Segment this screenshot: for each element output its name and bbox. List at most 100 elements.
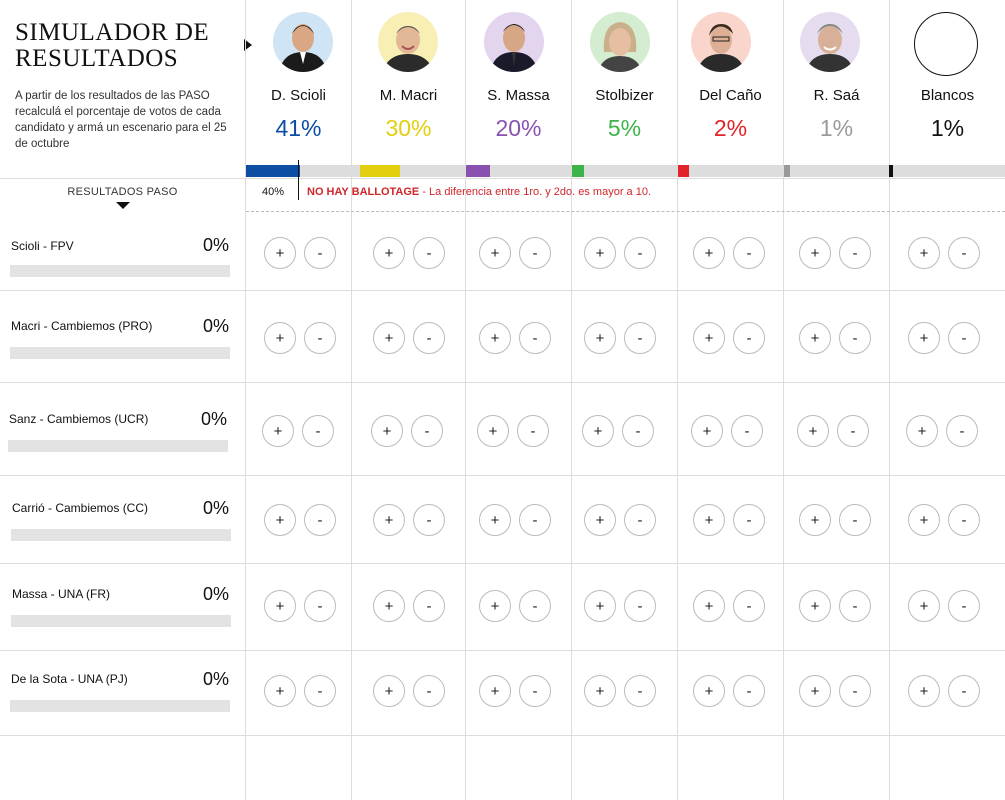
plus-button-delasota-scioli[interactable]: + <box>264 675 296 707</box>
plus-button-macri-delcano[interactable]: + <box>693 322 725 354</box>
plus-button-massa-blancos[interactable]: + <box>908 590 940 622</box>
plus-button-delasota-blancos[interactable]: + <box>908 675 940 707</box>
minus-button-macri-macri[interactable]: - <box>413 322 445 354</box>
minus-button-massa-saa[interactable]: - <box>839 590 871 622</box>
minus-button-carrio-blancos[interactable]: - <box>948 504 980 536</box>
plus-button-carrio-blancos[interactable]: + <box>908 504 940 536</box>
minus-button-massa-blancos[interactable]: - <box>948 590 980 622</box>
plus-button-macri-macri[interactable]: + <box>373 322 405 354</box>
minus-button-scioli-blancos[interactable]: - <box>948 237 980 269</box>
plus-button-scioli-saa[interactable]: + <box>799 237 831 269</box>
plus-button-sanz-stolbizer[interactable]: + <box>582 415 614 447</box>
plus-button-massa-macri[interactable]: + <box>373 590 405 622</box>
plus-button-macri-scioli[interactable]: + <box>264 322 296 354</box>
plus-button-scioli-macri[interactable]: + <box>373 237 405 269</box>
minus-button-massa-stolbizer[interactable]: - <box>624 590 656 622</box>
minus-button-carrio-macri[interactable]: - <box>413 504 445 536</box>
minus-button-macri-stolbizer[interactable]: - <box>624 322 656 354</box>
plus-button-carrio-macri[interactable]: + <box>373 504 405 536</box>
minus-button-massa-scioli[interactable]: - <box>304 590 336 622</box>
plus-button-carrio-massa[interactable]: + <box>479 504 511 536</box>
minus-button-sanz-blancos[interactable]: - <box>946 415 978 447</box>
plus-button-delasota-macri[interactable]: + <box>373 675 405 707</box>
minus-button-macri-saa[interactable]: - <box>839 322 871 354</box>
minus-button-carrio-saa[interactable]: - <box>839 504 871 536</box>
minus-button-carrio-scioli[interactable]: - <box>304 504 336 536</box>
plus-button-macri-saa[interactable]: + <box>799 322 831 354</box>
bar-segment-scioli <box>246 165 300 177</box>
plus-button-macri-stolbizer[interactable]: + <box>584 322 616 354</box>
plus-button-macri-massa[interactable]: + <box>479 322 511 354</box>
minus-button-massa-macri[interactable]: - <box>413 590 445 622</box>
minus-button-sanz-saa[interactable]: - <box>837 415 869 447</box>
minus-button-delasota-saa[interactable]: - <box>839 675 871 707</box>
minus-button-delasota-scioli[interactable]: - <box>304 675 336 707</box>
plus-button-scioli-blancos[interactable]: + <box>908 237 940 269</box>
minus-button-scioli-saa[interactable]: - <box>839 237 871 269</box>
plus-button-scioli-delcano[interactable]: + <box>693 237 725 269</box>
minus-button-scioli-delcano[interactable]: - <box>733 237 765 269</box>
candidate-percentage: 41% <box>275 115 322 141</box>
threshold-label: 40% <box>262 186 285 198</box>
row-divider <box>0 290 1005 291</box>
dashed-divider <box>246 211 1005 212</box>
minus-button-delasota-stolbizer[interactable]: - <box>624 675 656 707</box>
plus-button-massa-saa[interactable]: + <box>799 590 831 622</box>
plus-button-sanz-macri[interactable]: + <box>371 415 403 447</box>
minus-button-sanz-stolbizer[interactable]: - <box>622 415 654 447</box>
minus-button-sanz-massa[interactable]: - <box>517 415 549 447</box>
candidate-name: Blancos <box>920 87 975 104</box>
paso-row-bar <box>8 440 228 452</box>
candidate-name: Stolbizer <box>595 87 654 104</box>
page-description: A partir de los resultados de las PASO r… <box>15 90 227 150</box>
plus-button-delasota-stolbizer[interactable]: + <box>584 675 616 707</box>
minus-button-carrio-massa[interactable]: - <box>519 504 551 536</box>
plus-button-sanz-massa[interactable]: + <box>477 415 509 447</box>
plus-button-sanz-scioli[interactable]: + <box>262 415 294 447</box>
minus-button-massa-massa[interactable]: - <box>519 590 551 622</box>
minus-button-sanz-scioli[interactable]: - <box>302 415 334 447</box>
plus-button-scioli-massa[interactable]: + <box>479 237 511 269</box>
minus-button-carrio-delcano[interactable]: - <box>733 504 765 536</box>
plus-button-macri-blancos[interactable]: + <box>908 322 940 354</box>
plus-button-delasota-saa[interactable]: + <box>799 675 831 707</box>
plus-button-massa-scioli[interactable]: + <box>264 590 296 622</box>
plus-button-massa-delcano[interactable]: + <box>693 590 725 622</box>
candidate-percentage: 1% <box>819 115 854 141</box>
candidate-name: Del Caño <box>699 87 762 104</box>
minus-button-delasota-massa[interactable]: - <box>519 675 551 707</box>
minus-button-macri-massa[interactable]: - <box>519 322 551 354</box>
plus-button-carrio-saa[interactable]: + <box>799 504 831 536</box>
candidate-saa: R. Saá 1% <box>784 0 889 165</box>
candidate-delcano: Del Caño 2% <box>678 0 783 165</box>
minus-button-sanz-delcano[interactable]: - <box>731 415 763 447</box>
minus-button-scioli-stolbizer[interactable]: - <box>624 237 656 269</box>
plus-button-sanz-delcano[interactable]: + <box>691 415 723 447</box>
minus-button-scioli-massa[interactable]: - <box>519 237 551 269</box>
plus-button-delasota-massa[interactable]: + <box>479 675 511 707</box>
plus-button-carrio-delcano[interactable]: + <box>693 504 725 536</box>
minus-button-delasota-macri[interactable]: - <box>413 675 445 707</box>
plus-button-carrio-scioli[interactable]: + <box>264 504 296 536</box>
bar-segment-stolbizer <box>572 165 584 177</box>
plus-button-delasota-delcano[interactable]: + <box>693 675 725 707</box>
plus-button-massa-massa[interactable]: + <box>479 590 511 622</box>
plus-button-scioli-scioli[interactable]: + <box>264 237 296 269</box>
minus-button-macri-scioli[interactable]: - <box>304 322 336 354</box>
minus-button-delasota-delcano[interactable]: - <box>733 675 765 707</box>
minus-button-sanz-macri[interactable]: - <box>411 415 443 447</box>
plus-button-sanz-blancos[interactable]: + <box>906 415 938 447</box>
plus-button-massa-stolbizer[interactable]: + <box>584 590 616 622</box>
minus-button-macri-blancos[interactable]: - <box>948 322 980 354</box>
pointer-arrow-icon <box>244 39 252 51</box>
minus-button-delasota-blancos[interactable]: - <box>948 675 980 707</box>
plus-button-carrio-stolbizer[interactable]: + <box>584 504 616 536</box>
minus-button-scioli-macri[interactable]: - <box>413 237 445 269</box>
plus-button-sanz-saa[interactable]: + <box>797 415 829 447</box>
minus-button-scioli-scioli[interactable]: - <box>304 237 336 269</box>
minus-button-carrio-stolbizer[interactable]: - <box>624 504 656 536</box>
minus-button-massa-delcano[interactable]: - <box>733 590 765 622</box>
plus-button-scioli-stolbizer[interactable]: + <box>584 237 616 269</box>
minus-button-macri-delcano[interactable]: - <box>733 322 765 354</box>
paso-row-percentage: 0% <box>203 669 230 689</box>
